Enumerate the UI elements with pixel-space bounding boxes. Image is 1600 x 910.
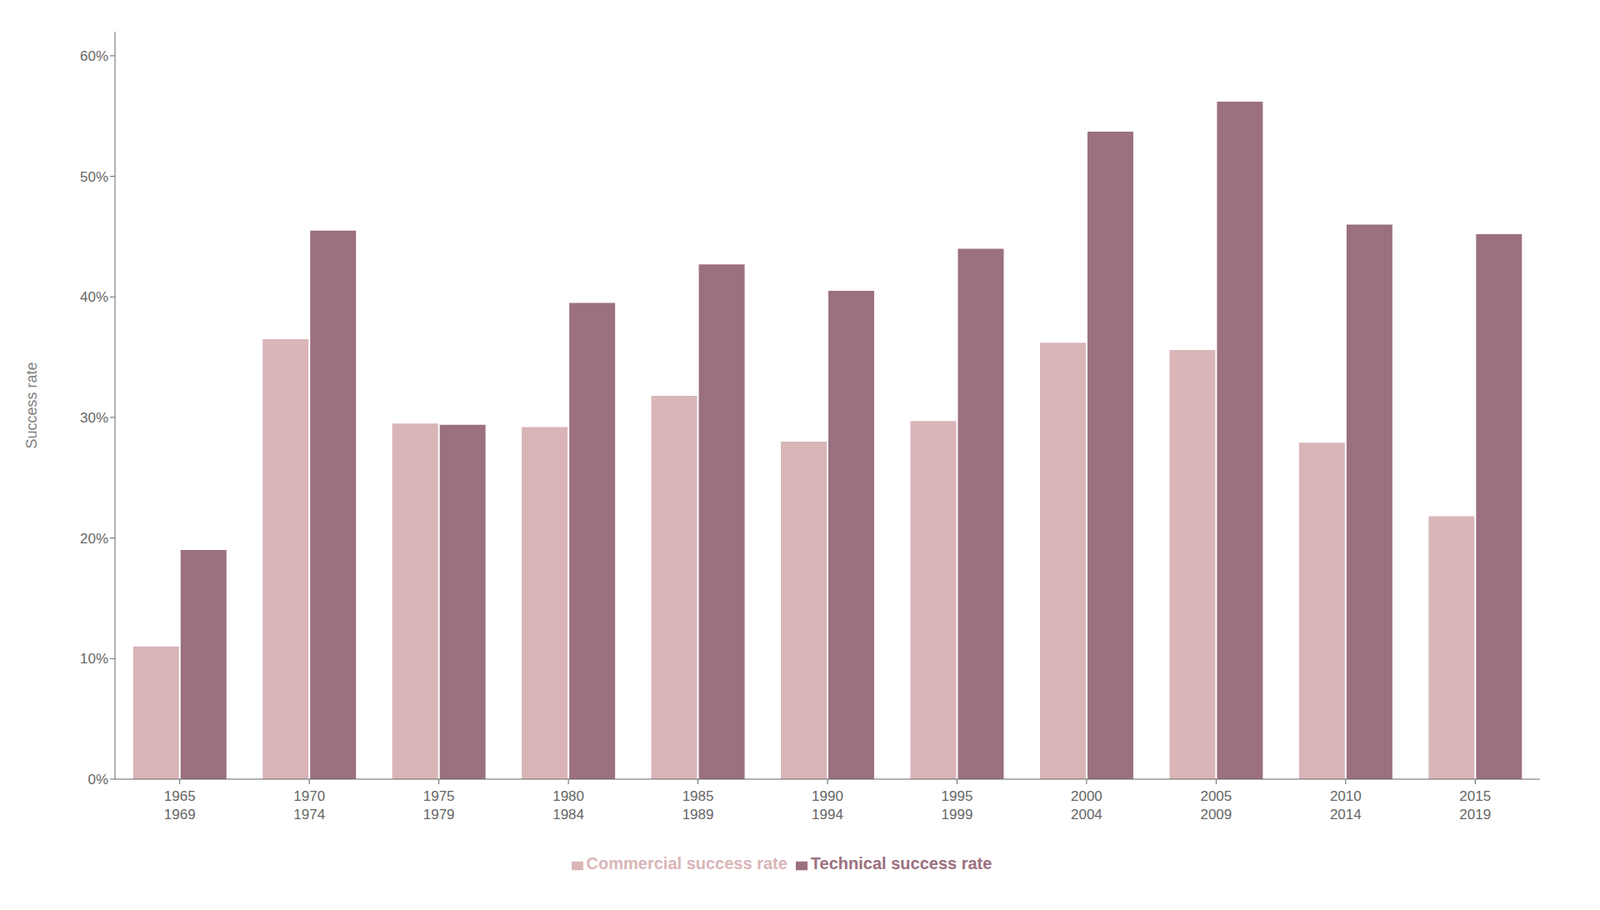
svg-text:19851989: 19851989 — [682, 788, 715, 823]
svg-text:19701974: 19701974 — [293, 788, 325, 823]
svg-text:10%: 10% — [80, 650, 109, 667]
svg-text:Success rate: Success rate — [23, 361, 40, 449]
svg-text:0%: 0% — [87, 771, 109, 788]
svg-text:19751979: 19751979 — [423, 788, 455, 823]
svg-text:40%: 40% — [80, 289, 109, 305]
svg-text:30%: 30% — [80, 410, 109, 426]
svg-text:60%: 60% — [80, 48, 109, 65]
html-text:Technical success rate: Technical success rate — [810, 854, 992, 873]
svg-text:19951999: 19951999 — [941, 788, 974, 823]
svg-text:20102014: 20102014 — [1330, 788, 1362, 823]
svg-text:19651969: 19651969 — [164, 788, 196, 823]
svg-text:50%: 50% — [80, 169, 109, 185]
svg-text:20052009: 20052009 — [1200, 788, 1232, 823]
svg-text:19901994: 19901994 — [811, 788, 844, 823]
svg-text:19801984: 19801984 — [552, 788, 585, 823]
svg-text:20002004: 20002004 — [1070, 788, 1103, 823]
svg-text:20%: 20% — [80, 530, 109, 547]
svg-text:20152019: 20152019 — [1459, 788, 1491, 823]
html-text:Commercial success rate: Commercial success rate — [586, 854, 788, 873]
